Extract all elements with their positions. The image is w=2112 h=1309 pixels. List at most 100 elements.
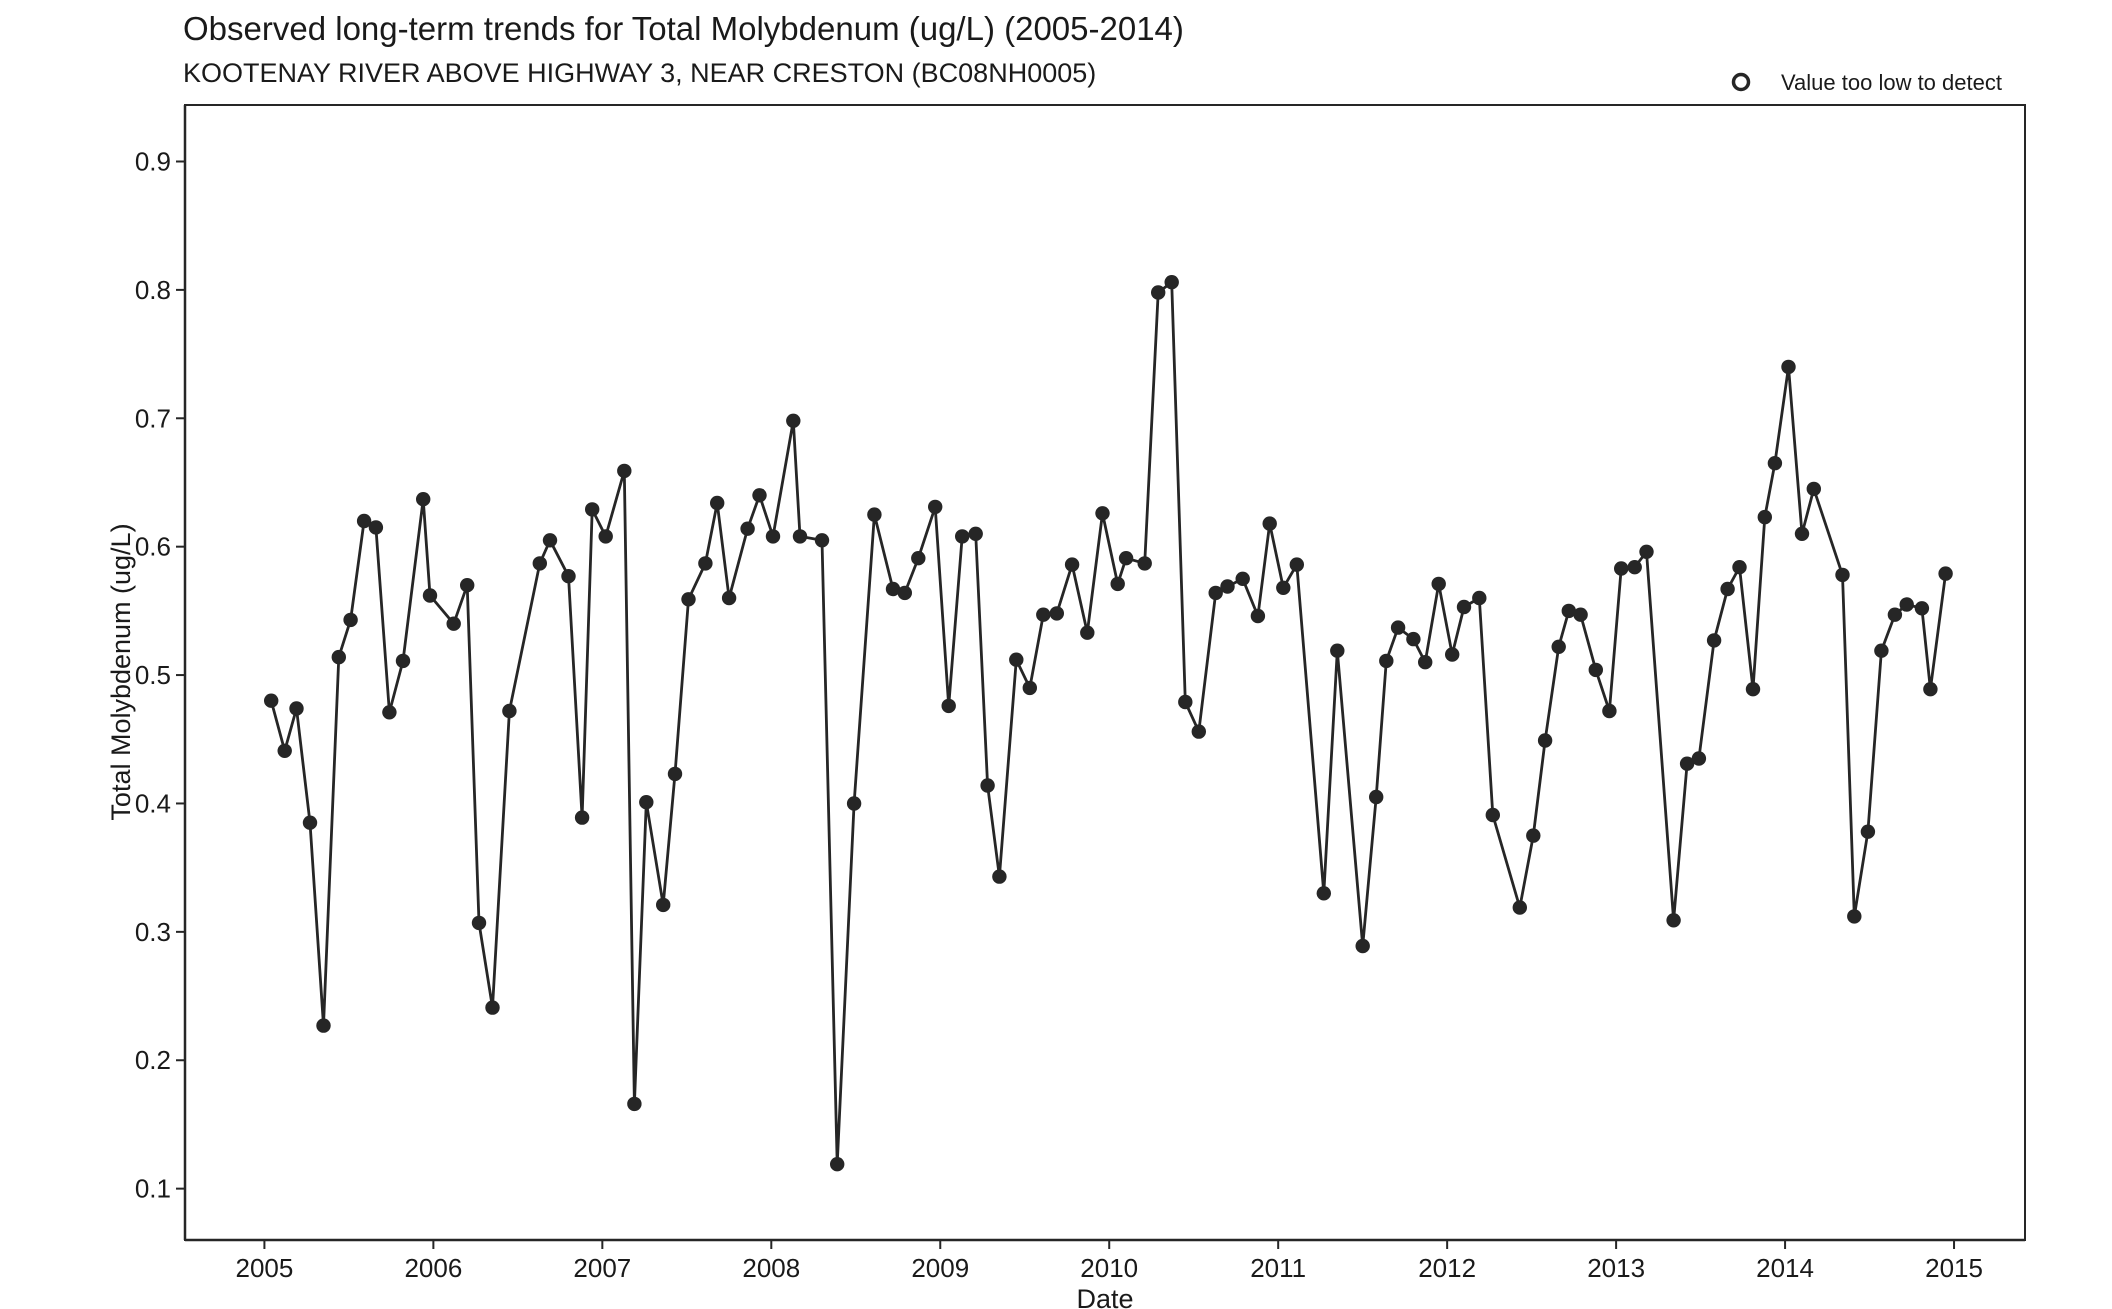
data-point bbox=[814, 533, 830, 548]
data-point bbox=[1666, 913, 1681, 928]
data-point bbox=[786, 413, 801, 428]
data-point bbox=[1639, 544, 1654, 559]
data-point bbox=[343, 612, 358, 628]
chart-subtitle: KOOTENAY RIVER ABOVE HIGHWAY 3, NEAR CRE… bbox=[183, 58, 1096, 88]
data-point bbox=[627, 1096, 642, 1112]
data-point bbox=[502, 703, 517, 719]
data-point bbox=[1767, 456, 1783, 471]
x-axis: 2005 2006 2007 2008 2009 2010 2011 2012 2013 2014… bbox=[185, 1238, 2025, 1283]
y-tick-label: 0.4 bbox=[135, 788, 171, 818]
data-point bbox=[485, 1000, 500, 1015]
data-point bbox=[1512, 900, 1528, 915]
data-point bbox=[1874, 643, 1889, 658]
x-axis-title: Date bbox=[1076, 1284, 1133, 1309]
data-point bbox=[752, 488, 767, 503]
x-tick-label: 2008 bbox=[742, 1253, 800, 1283]
data-point bbox=[656, 897, 671, 913]
data-point bbox=[639, 795, 654, 810]
data-point bbox=[598, 529, 613, 544]
y-axis-title: Total Molybdenum (ug/L) bbox=[106, 523, 136, 820]
data-point bbox=[1064, 557, 1080, 572]
x-tick-label: 2013 bbox=[1587, 1253, 1645, 1283]
data-point bbox=[1588, 662, 1604, 678]
data-point bbox=[264, 693, 279, 708]
data-point bbox=[446, 616, 461, 631]
data-point bbox=[1847, 909, 1862, 924]
data-point bbox=[941, 698, 956, 714]
y-tick-label: 0.5 bbox=[135, 660, 171, 690]
chart-title: Observed long-term trends for Total Moly… bbox=[183, 10, 1184, 47]
data-point bbox=[1537, 733, 1553, 748]
data-point bbox=[1860, 824, 1876, 839]
data-point bbox=[331, 649, 346, 665]
data-point bbox=[710, 495, 725, 511]
data-point bbox=[532, 556, 547, 571]
data-point bbox=[1445, 647, 1460, 662]
series-layer bbox=[264, 275, 1953, 1172]
data-point bbox=[980, 778, 995, 793]
data-point bbox=[792, 529, 808, 544]
data-point bbox=[289, 701, 304, 716]
data-point bbox=[585, 502, 600, 517]
data-point bbox=[681, 592, 696, 607]
data-point bbox=[316, 1018, 331, 1033]
data-point bbox=[1679, 756, 1695, 771]
data-point bbox=[460, 578, 475, 593]
data-point bbox=[422, 588, 438, 603]
data-point bbox=[395, 653, 411, 669]
data-point bbox=[885, 581, 901, 597]
y-tick-label: 0.6 bbox=[135, 532, 171, 562]
data-point bbox=[992, 869, 1007, 884]
y-tick-label: 0.2 bbox=[135, 1045, 171, 1075]
data-point bbox=[1923, 682, 1938, 697]
x-tick-label: 2014 bbox=[1756, 1253, 1814, 1283]
data-point bbox=[1720, 581, 1735, 597]
data-point bbox=[1899, 597, 1914, 612]
x-tick-label: 2011 bbox=[1250, 1253, 1306, 1283]
data-point bbox=[1732, 560, 1747, 575]
data-point bbox=[1191, 724, 1207, 739]
data-point bbox=[416, 492, 431, 507]
y-tick-label: 0.8 bbox=[135, 275, 171, 305]
data-point bbox=[1080, 625, 1095, 640]
data-point bbox=[1289, 557, 1305, 572]
x-tick-label: 2009 bbox=[911, 1253, 969, 1283]
data-point bbox=[1164, 275, 1179, 290]
data-point bbox=[1330, 643, 1345, 658]
data-point bbox=[1706, 633, 1722, 648]
data-point bbox=[382, 705, 397, 720]
data-point bbox=[1379, 653, 1394, 669]
y-tick-label: 0.1 bbox=[135, 1174, 171, 1204]
data-point bbox=[542, 533, 558, 548]
data-point bbox=[1806, 481, 1822, 497]
data-point bbox=[471, 915, 487, 931]
data-point bbox=[867, 507, 882, 522]
y-tick-label: 0.7 bbox=[135, 403, 171, 433]
data-point bbox=[302, 815, 318, 830]
data-point bbox=[1095, 506, 1110, 521]
x-tick-label: 2007 bbox=[573, 1253, 631, 1283]
x-tick-label: 2010 bbox=[1080, 1253, 1138, 1283]
legend-label: Value too low to detect bbox=[1781, 70, 2002, 95]
data-point bbox=[1369, 789, 1384, 805]
data-point bbox=[1118, 551, 1134, 566]
data-point bbox=[1745, 682, 1761, 697]
data-point bbox=[968, 526, 983, 541]
data-point bbox=[1316, 886, 1332, 901]
data-point bbox=[1022, 680, 1037, 696]
y-tick-label: 0.9 bbox=[135, 146, 171, 176]
data-point bbox=[617, 463, 632, 479]
data-point bbox=[830, 1157, 845, 1172]
data-point bbox=[1390, 620, 1406, 635]
data-point bbox=[1627, 560, 1642, 575]
data-point bbox=[368, 520, 384, 535]
data-point bbox=[1406, 631, 1421, 647]
data-point bbox=[1235, 571, 1250, 586]
data-point bbox=[1355, 938, 1370, 954]
data-point bbox=[1110, 576, 1125, 592]
data-point bbox=[1208, 585, 1223, 601]
data-point bbox=[1220, 579, 1235, 594]
x-tick-label: 2006 bbox=[404, 1253, 462, 1283]
